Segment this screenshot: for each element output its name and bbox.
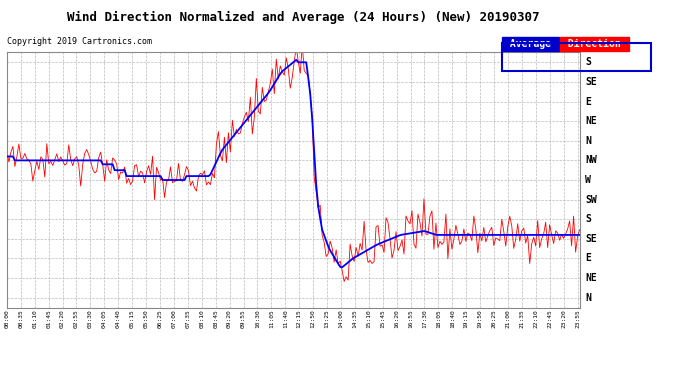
Text: N: N: [585, 136, 591, 146]
Text: SE: SE: [585, 234, 597, 244]
Text: NE: NE: [585, 116, 597, 126]
Text: S: S: [585, 57, 591, 67]
Text: Copyright 2019 Cartronics.com: Copyright 2019 Cartronics.com: [7, 38, 152, 46]
Text: SE: SE: [585, 77, 597, 87]
Text: Direction: Direction: [562, 39, 627, 50]
Text: NE: NE: [585, 273, 597, 283]
Text: W: W: [585, 175, 591, 185]
Text: E: E: [585, 96, 591, 106]
Text: N: N: [585, 293, 591, 303]
Text: SW: SW: [585, 195, 597, 205]
Text: Wind Direction Normalized and Average (24 Hours) (New) 20190307: Wind Direction Normalized and Average (2…: [68, 11, 540, 24]
Text: E: E: [585, 254, 591, 264]
Text: NW: NW: [585, 155, 597, 165]
Text: S: S: [585, 214, 591, 224]
Text: Average: Average: [504, 39, 557, 50]
